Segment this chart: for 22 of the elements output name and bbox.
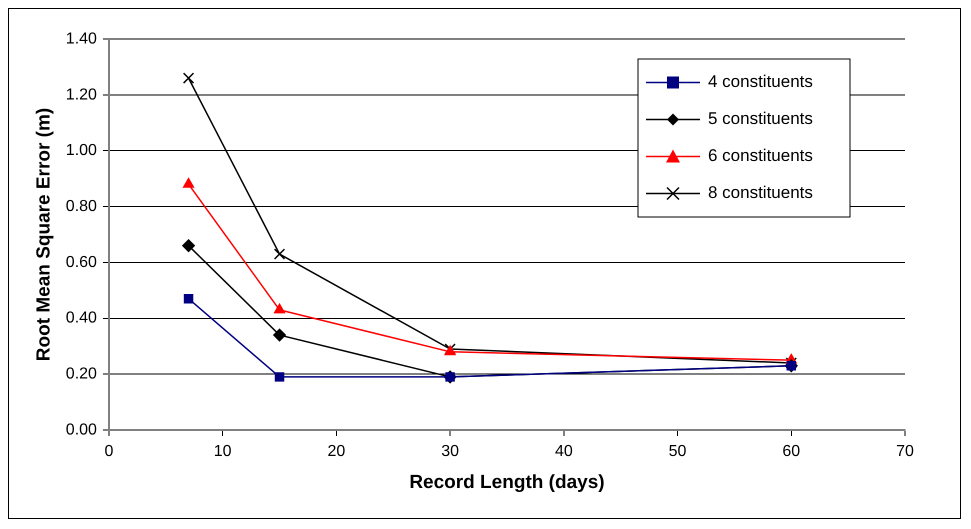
y-tick-label: 0.40 [66, 310, 98, 327]
y-tick-label: 0.20 [66, 366, 98, 383]
x-tick-label: 60 [782, 443, 800, 460]
legend-label: 4 constituents [708, 72, 813, 92]
legend-label: 6 constituents [708, 146, 813, 166]
x-tick-label: 40 [554, 443, 573, 460]
x-tick-label: 30 [441, 443, 460, 460]
y-axis-title: Root Mean Square Error (m) [34, 108, 55, 362]
x-tick-label: 70 [896, 443, 914, 460]
y-tick-label: 0.00 [66, 421, 98, 438]
y-tick-label: 1.00 [66, 142, 98, 160]
y-tick-label: 0.80 [66, 198, 98, 215]
x-tick-label: 0 [104, 443, 114, 460]
y-tick-label: 0.60 [66, 254, 98, 271]
x-tick-label: 10 [214, 443, 232, 460]
x-tick-label: 50 [668, 443, 687, 460]
legend-label: 8 constituents [708, 183, 813, 202]
y-tick-label: 1.40 [66, 30, 98, 48]
legend-label: 5 constituents [708, 109, 813, 128]
x-axis-title: Record Length (days) [409, 472, 605, 493]
x-tick-label: 20 [327, 443, 346, 460]
y-tick-label: 1.20 [66, 86, 98, 104]
